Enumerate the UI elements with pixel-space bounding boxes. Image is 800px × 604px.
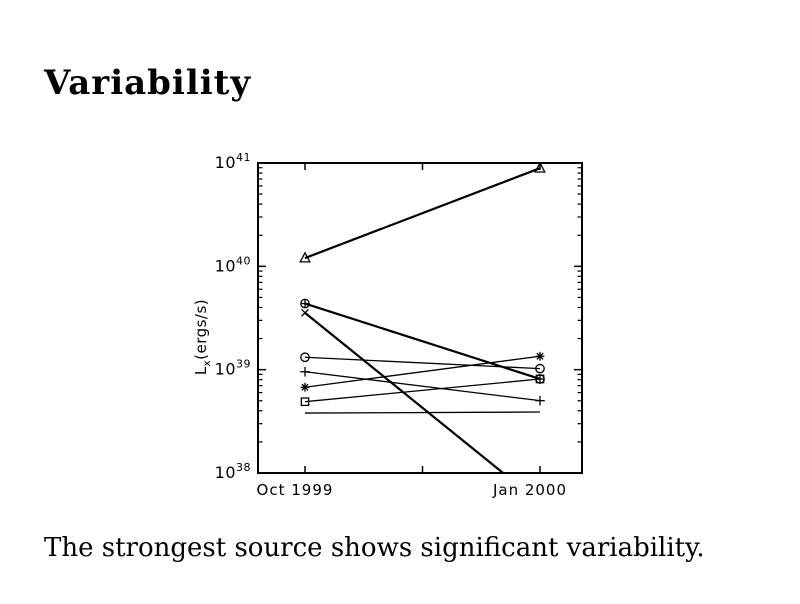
source-square bbox=[300, 374, 545, 407]
axis-labels: 1038 1039 1040 1041 Oct 1999 Jan 2000 Lx(ergs/… bbox=[192, 151, 567, 499]
y-tick-label: 1040 bbox=[215, 254, 251, 275]
y-tick-label: 1039 bbox=[215, 358, 251, 379]
source-flat bbox=[304, 411, 541, 414]
y-tick-label: 1041 bbox=[215, 151, 251, 172]
y-axis-title: Lx(ergs/s) bbox=[192, 299, 213, 375]
source-asterisk bbox=[300, 351, 545, 392]
x-tick-label: Jan 2000 bbox=[492, 481, 567, 499]
source-x bbox=[301, 308, 504, 474]
axes bbox=[257, 162, 583, 474]
slide-caption: The strongest source shows significant v… bbox=[44, 533, 705, 563]
source-circle bbox=[300, 352, 545, 374]
source-plus bbox=[300, 366, 545, 406]
slide-title: Variability bbox=[44, 63, 252, 103]
source-triangle bbox=[299, 161, 546, 263]
source-circle-plus bbox=[300, 298, 545, 384]
x-tick-label: Oct 1999 bbox=[257, 481, 334, 499]
y-tick-label: 1038 bbox=[215, 461, 251, 482]
